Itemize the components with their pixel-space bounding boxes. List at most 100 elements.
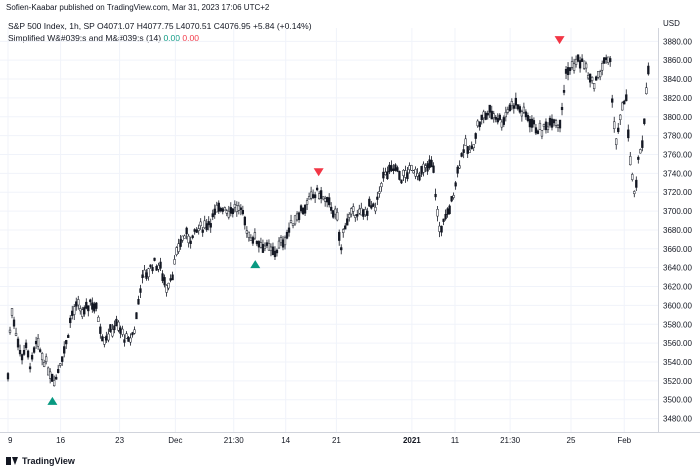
candle-body [115,318,118,326]
candle-body [105,335,108,341]
candle-body [301,207,305,215]
candle-body [619,114,622,121]
candle-body [287,227,291,233]
candle-body [584,63,588,69]
candle-body [179,239,182,247]
price-tick-label: 3680.00 [663,226,692,235]
candle-body [558,119,562,129]
candle-body [36,337,40,347]
candle-body [526,115,530,121]
candle-body [225,210,228,214]
price-tick-label: 3620.00 [663,283,692,292]
candle-body [510,101,513,106]
candle-body [540,129,544,137]
candle-body [390,165,393,171]
candle-body [173,259,176,265]
candle-body [504,112,507,118]
candle-body [346,218,349,226]
candle-body [205,223,208,231]
candle-body [137,299,140,305]
candle-body [400,179,403,184]
candle-body [404,170,407,178]
candle-body [121,328,124,335]
candle-body [334,208,337,215]
candle-body [187,235,190,244]
candle-body [516,104,520,110]
indicator-info[interactable]: Simplified W&#039;s and M&#039;s (14) 0.… [8,32,312,44]
candle-body [544,121,548,131]
candle-body [476,120,479,127]
currency-label: USD [663,19,680,28]
price-tick-label: 3720.00 [663,188,692,197]
candle-body [6,373,10,380]
candle-body [552,119,556,124]
candle-body [55,376,58,380]
candle-body [468,149,471,153]
time-tick-label: Feb [617,436,631,445]
candle-body [460,153,463,157]
candle-body [506,109,509,113]
candle-body [542,124,546,127]
candle-body [538,122,542,131]
candle-body [255,240,259,245]
tradingview-logo[interactable]: TradingView [6,456,75,466]
candle-body [253,232,257,239]
candle-body [211,213,214,218]
price-tick-label: 3580.00 [663,320,692,329]
candle-body [51,373,54,382]
candle-body [418,174,421,181]
candle-body [474,133,477,139]
time-tick-label: 25 [567,436,576,445]
candle-body [12,319,16,327]
candle-body [597,71,600,78]
price-tick-label: 3840.00 [663,75,692,84]
candle-body [319,190,323,199]
candle-body [171,274,174,281]
time-tick-label: 11 [451,436,460,445]
candle-body [564,68,568,74]
candle-body [267,243,271,251]
candle-body [398,170,401,180]
candle-body [28,366,32,370]
buy-signal-icon [250,260,261,269]
candle-body [309,191,313,199]
candle-body [412,170,415,174]
candle-body [588,73,592,83]
candle-body [330,206,333,211]
candle-body [197,228,200,231]
time-tick-label: 21:30 [500,436,521,445]
candle-body [97,316,100,322]
candle-body [635,179,638,188]
candle-body [69,317,72,324]
candle-body [356,213,359,217]
candle-body [428,159,431,168]
published-caption: Sofien-Kaabar published on TradingView.c… [6,3,270,12]
price-tick-label: 3640.00 [663,264,692,273]
candle-body [524,111,528,118]
candle-body [518,106,522,113]
candle-body [235,205,238,212]
candle-body [344,225,347,230]
candle-body [625,94,628,102]
candle-body [8,329,12,333]
candle-body [155,266,158,271]
candle-body [85,301,88,309]
candle-body [368,198,371,207]
footer-bar [0,447,700,470]
candle-body [159,261,162,269]
candle-body [520,111,524,117]
candle-body [366,210,369,216]
candle-body [500,121,503,128]
candle-body [458,165,461,169]
candle-body [424,165,427,168]
candle-body [149,264,152,268]
candle-body [213,208,216,215]
candle-body [601,63,604,71]
candle-body [275,249,279,254]
candle-body [586,75,590,79]
candle-body [436,209,439,217]
candle-body [195,229,198,233]
symbol-info[interactable]: S&P 500 Index, 1h, SP O4071.07 H4077.75 … [8,21,312,31]
candle-body [446,208,449,215]
